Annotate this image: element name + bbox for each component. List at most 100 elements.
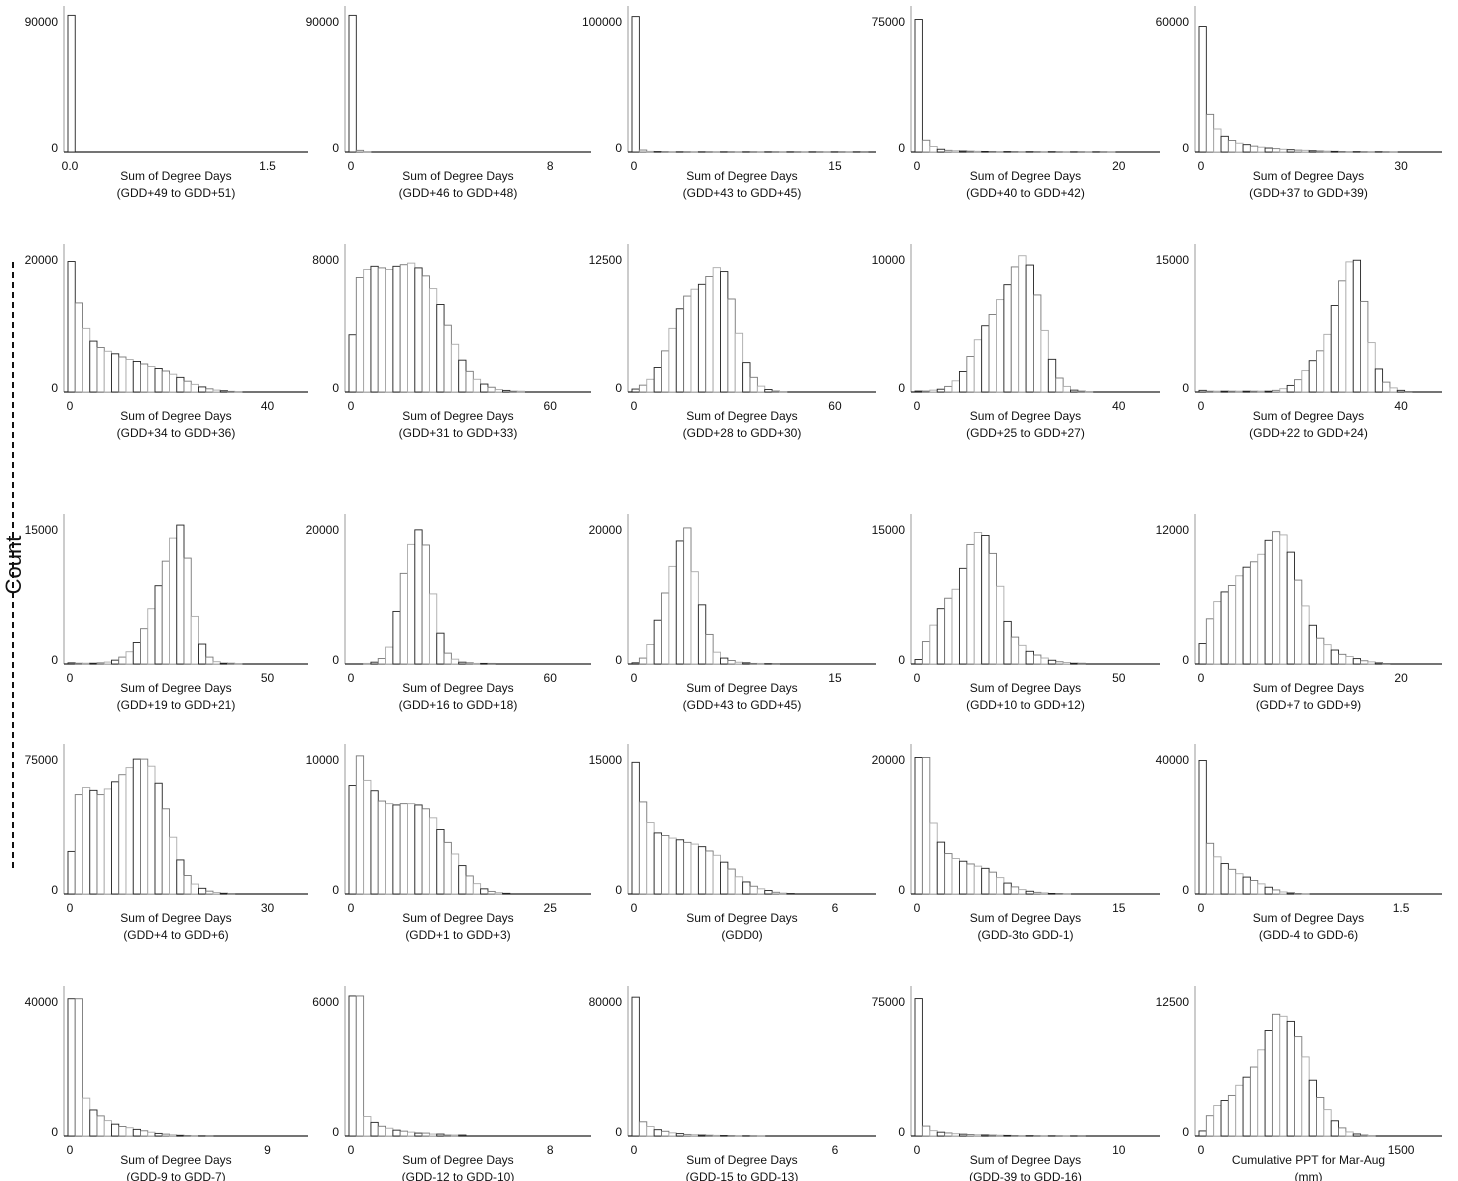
x-axis-label: Sum of Degree Days <box>402 169 513 183</box>
x-tick-label: 0 <box>914 399 921 413</box>
histogram-bar <box>183 557 192 665</box>
x-axis-label: Sum of Degree Days <box>970 911 1081 925</box>
x-axis-label: Sum of Degree Days <box>1253 409 1364 423</box>
ylabel-dashed-line <box>12 262 14 868</box>
x-tick-label: 9 <box>264 1143 271 1157</box>
histogram-bar <box>1047 358 1057 393</box>
histogram-bar <box>502 892 511 895</box>
x-tick-label: 6 <box>832 1143 839 1157</box>
x-tick-label: 0.0 <box>62 159 79 173</box>
y-tick-label: 0 <box>332 653 339 667</box>
x-tick-label: 20 <box>1394 671 1408 685</box>
histogram-bar <box>1220 1100 1229 1137</box>
x-tick-label: 15 <box>1112 901 1126 915</box>
x-axis-label: Sum of Degree Days <box>1253 681 1364 695</box>
y-tick-label: 0 <box>615 381 622 395</box>
histogram-bar <box>631 996 640 1137</box>
x-axis-label: Sum of Degree Days <box>686 409 797 423</box>
x-axis-subtitle: (GDD+46 to GDD+48) <box>399 186 518 200</box>
y-tick-label: 75000 <box>25 753 59 767</box>
x-axis-subtitle: (GDD+43 to GDD+45) <box>683 698 802 712</box>
x-axis-label: Sum of Degree Days <box>120 1153 231 1167</box>
x-tick-label: 0 <box>348 671 355 685</box>
x-tick-label: 10 <box>1112 1143 1126 1157</box>
x-axis-subtitle: (GDD+16 to GDD+18) <box>399 698 518 712</box>
x-tick-label: 25 <box>544 901 558 915</box>
y-tick-label: 0 <box>898 1125 905 1139</box>
y-tick-label: 0 <box>51 1125 58 1139</box>
histogram-bar <box>1077 662 1086 665</box>
x-tick-label: 6 <box>832 901 839 915</box>
y-tick-label: 0 <box>1182 653 1189 667</box>
histogram-bar <box>1301 1056 1310 1137</box>
x-tick-label: 40 <box>1394 399 1408 413</box>
x-axis-label: Cumulative PPT for Mar-Aug <box>1232 1153 1385 1167</box>
x-tick-label: 1500 <box>1388 1143 1415 1157</box>
histogram-bar <box>355 995 365 1137</box>
x-tick-label: 0 <box>914 671 921 685</box>
histogram-bar <box>1205 1115 1215 1137</box>
x-tick-label: 0 <box>348 1143 355 1157</box>
x-tick-label: 40 <box>1112 399 1126 413</box>
x-axis-label: Sum of Degree Days <box>402 911 513 925</box>
y-tick-label: 0 <box>1182 883 1189 897</box>
y-tick-label: 80000 <box>589 995 623 1009</box>
histogram-bar <box>1382 663 1391 665</box>
histogram-bar <box>631 16 640 153</box>
histogram-bar <box>1345 1131 1354 1137</box>
x-tick-label: 0 <box>631 159 638 173</box>
y-tick-label: 20000 <box>25 253 59 267</box>
x-tick-label: 0 <box>348 901 355 915</box>
x-tick-label: 1.5 <box>259 159 276 173</box>
histogram-bar <box>67 14 76 153</box>
y-tick-label: 20000 <box>872 753 906 767</box>
x-axis-label: Sum of Degree Days <box>686 1153 797 1167</box>
y-tick-label: 0 <box>1182 1125 1189 1139</box>
y-tick-label: 0 <box>898 653 905 667</box>
y-tick-label: 0 <box>51 883 58 897</box>
x-tick-label: 60 <box>544 399 558 413</box>
histogram-bar <box>428 593 438 665</box>
x-axis-label: Sum of Degree Days <box>970 169 1081 183</box>
histogram-bar <box>1271 1013 1281 1137</box>
histogram-bar <box>1242 1076 1251 1137</box>
x-axis-subtitle: (GDD+19 to GDD+21) <box>117 698 236 712</box>
x-axis-label: Sum of Degree Days <box>402 1153 513 1167</box>
y-tick-label: 0 <box>898 141 905 155</box>
y-tick-label: 15000 <box>25 523 59 537</box>
histogram-bar <box>436 632 445 665</box>
histogram-bar <box>1352 1133 1362 1137</box>
histogram-bar <box>450 658 460 665</box>
x-tick-label: 50 <box>261 671 275 685</box>
y-tick-label: 90000 <box>306 15 340 29</box>
x-axis-subtitle: (GDD+22 to GDD+24) <box>1249 426 1368 440</box>
x-tick-label: 0 <box>1198 399 1205 413</box>
x-axis-subtitle: (GDD+10 to GDD+12) <box>966 698 1085 712</box>
y-tick-label: 15000 <box>1156 253 1190 267</box>
histogram-bar <box>355 149 365 153</box>
x-axis-label: Sum of Degree Days <box>120 169 231 183</box>
histogram-bar <box>1367 342 1376 393</box>
y-tick-label: 0 <box>332 141 339 155</box>
histogram-bar <box>74 998 83 1137</box>
x-tick-label: 0 <box>914 1143 921 1157</box>
y-tick-label: 0 <box>898 883 905 897</box>
x-tick-label: 0 <box>348 399 355 413</box>
y-tick-label: 6000 <box>312 995 339 1009</box>
histogram-bar <box>914 19 923 153</box>
histogram-bar <box>348 14 357 153</box>
histogram-bar <box>190 615 199 665</box>
histogram-bar <box>1330 1120 1339 1137</box>
histogram-bar <box>1227 1094 1237 1137</box>
x-tick-label: 0 <box>67 901 74 915</box>
histogram-bar <box>749 376 758 393</box>
y-tick-label: 0 <box>51 653 58 667</box>
